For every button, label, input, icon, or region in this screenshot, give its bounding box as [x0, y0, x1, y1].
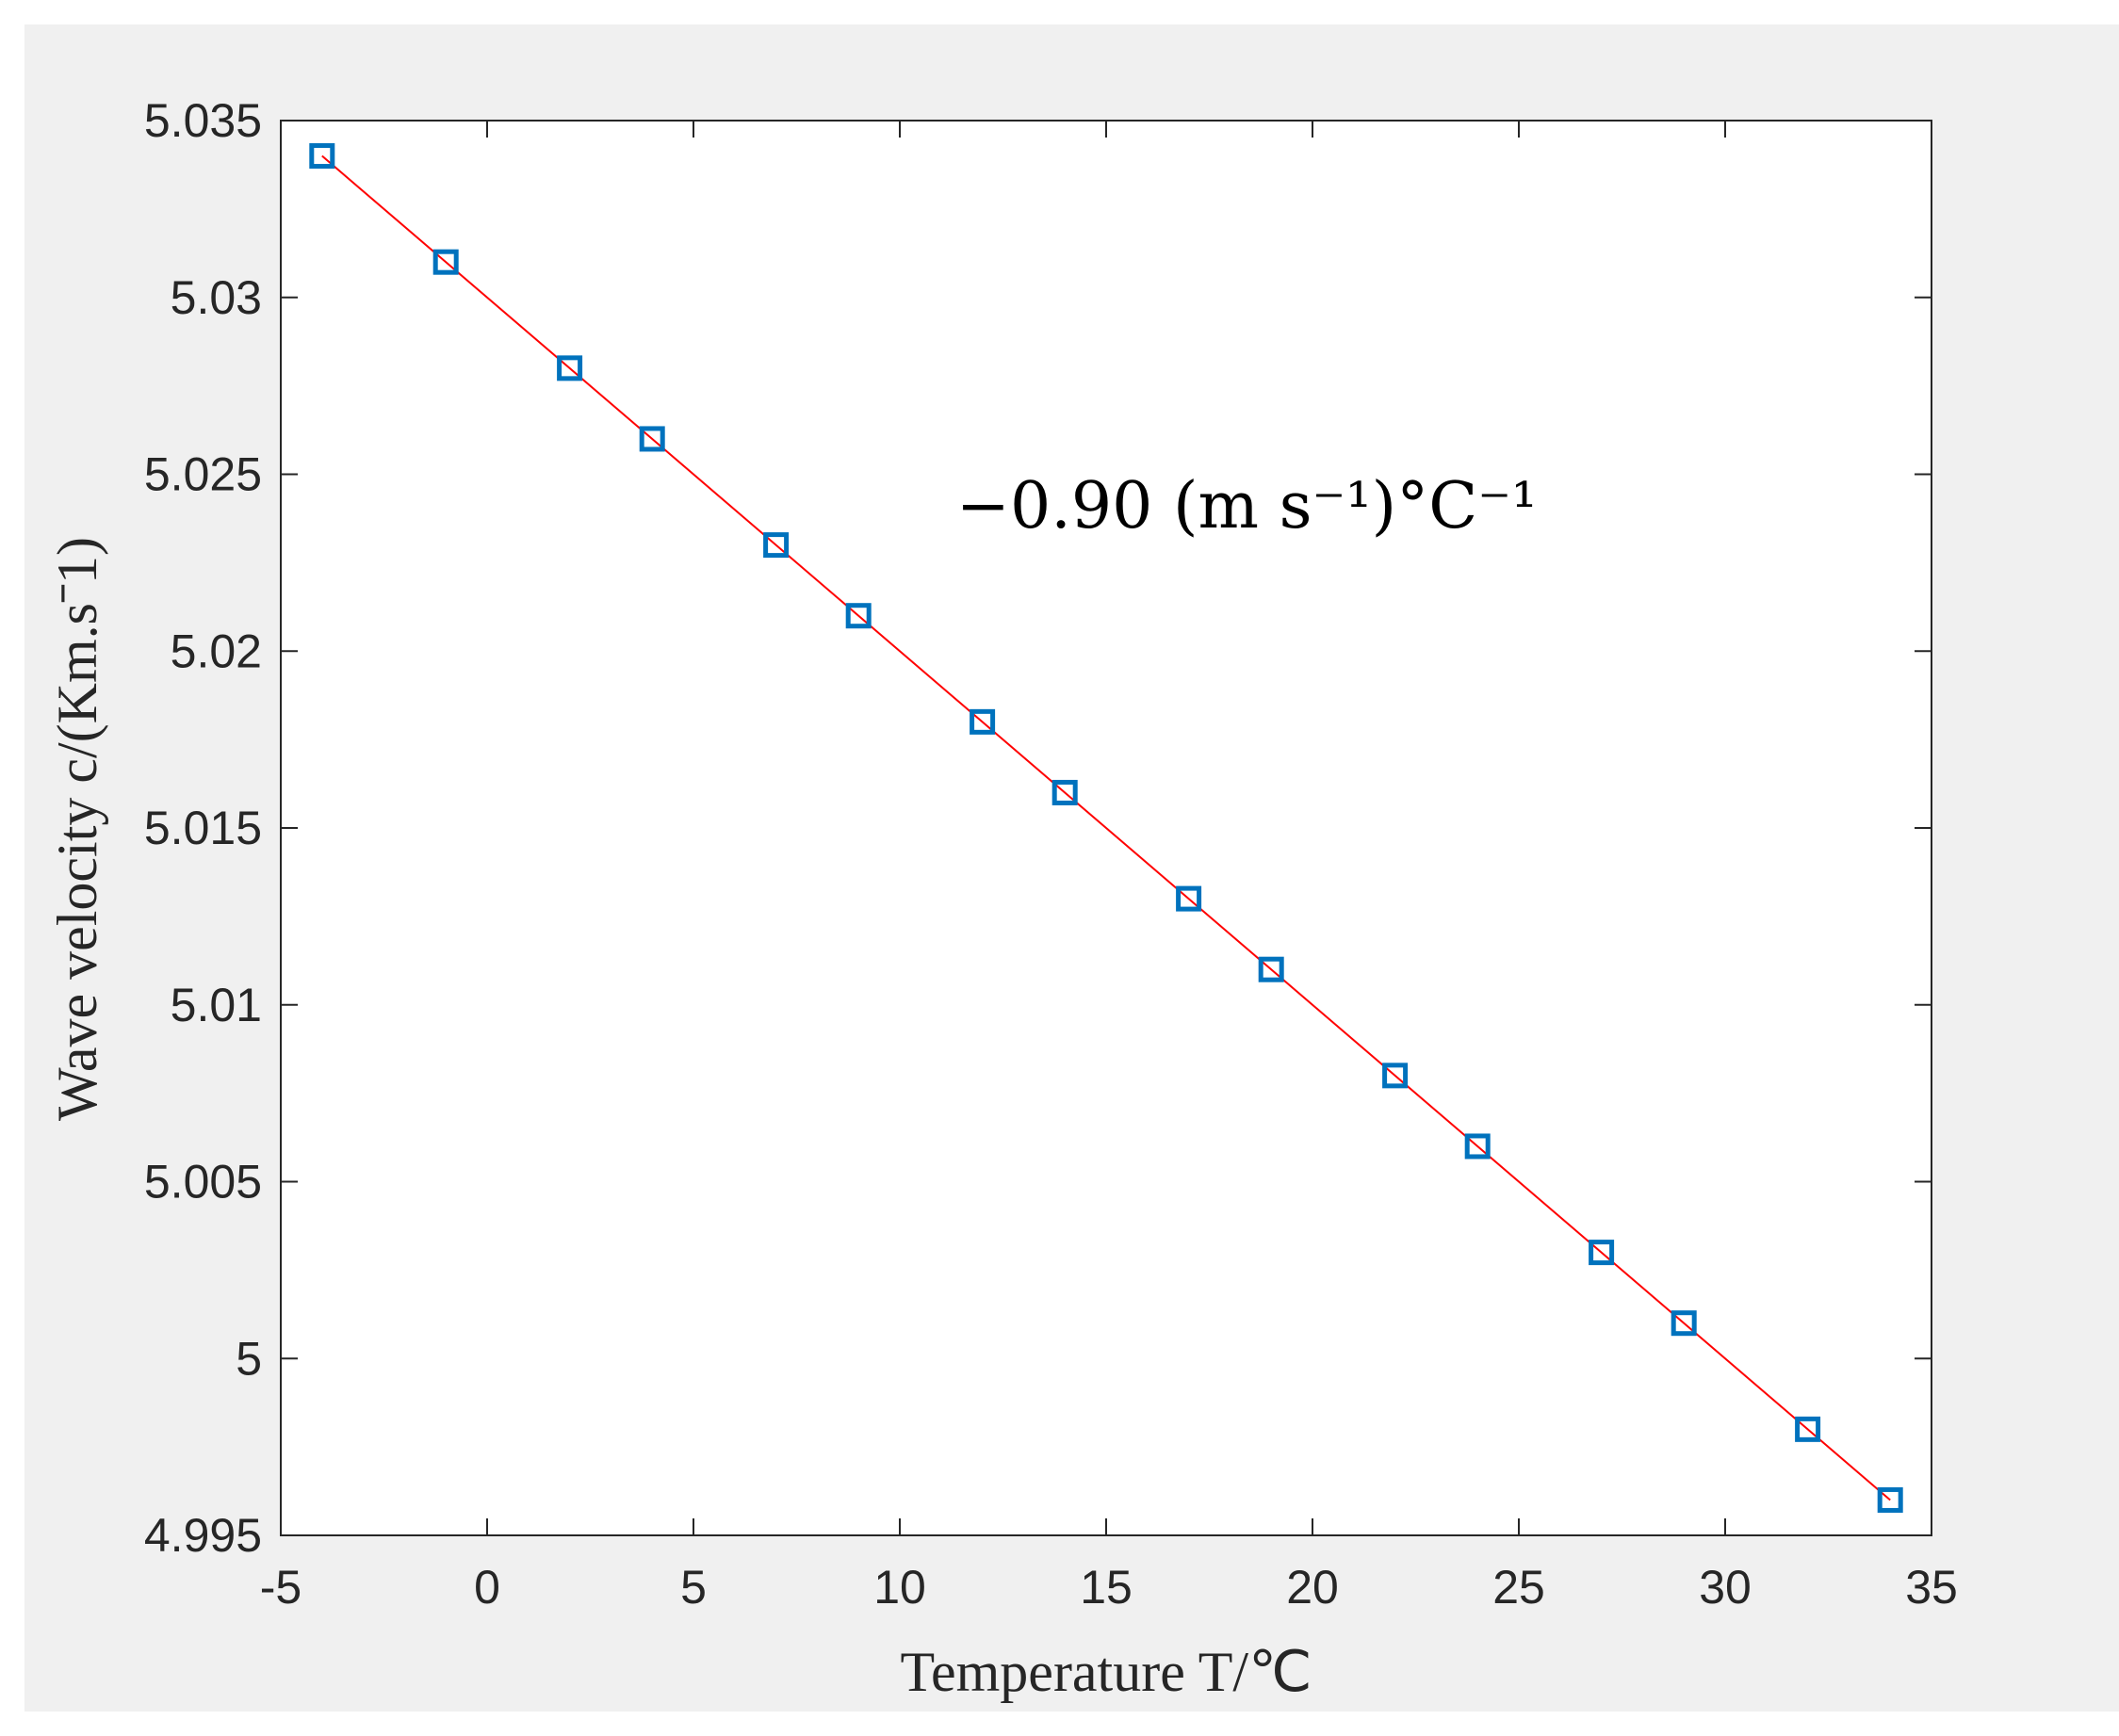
data-point-marker [1382, 1063, 1409, 1089]
data-point-marker [432, 249, 459, 275]
data-point-marker [1051, 779, 1078, 805]
y-tick-label: 5 [236, 1332, 262, 1385]
x-tick-labels: -5 0 5 10 15 20 25 30 35 [260, 1561, 1958, 1614]
data-point-marker [845, 603, 872, 629]
y-tick-label: 5.03 [171, 271, 262, 324]
data-point-marker [1877, 1486, 1903, 1513]
x-tick-label: 25 [1492, 1561, 1545, 1614]
x-tick-label: -5 [260, 1561, 302, 1614]
x-tick-label: 15 [1080, 1561, 1133, 1614]
y-tick-label: 4.995 [144, 1509, 262, 1562]
x-tick-label: 30 [1699, 1561, 1752, 1614]
y-axis-title: Wave velocity c/(Km.sˉ1) [46, 537, 108, 1121]
data-point-marker [557, 355, 583, 381]
data-point-marker [763, 532, 790, 559]
data-point-marker [1589, 1240, 1615, 1266]
data-point-marker [309, 143, 335, 170]
x-tick-label: 20 [1286, 1561, 1339, 1614]
y-tick-label: 5.025 [144, 448, 262, 501]
y-tick-label: 5.015 [144, 802, 262, 854]
x-tick-label: 35 [1905, 1561, 1958, 1614]
y-tick-label: 5.01 [171, 979, 262, 1031]
axis-ticks [280, 120, 1932, 1536]
data-point-marker [970, 708, 996, 735]
fit-line-layer [321, 154, 1891, 1501]
data-point-marker [1671, 1310, 1697, 1337]
y-tick-label: 5.035 [144, 94, 262, 147]
y-tick-label: 5.005 [144, 1156, 262, 1209]
y-tick-label: 5.02 [171, 625, 262, 677]
data-markers [309, 143, 1903, 1513]
slope-annotation: −0.90 (m s⁻¹)°C⁻¹ [956, 469, 1537, 544]
data-point-marker [1258, 956, 1284, 982]
data-point-marker [1176, 885, 1202, 912]
data-point-marker [639, 426, 665, 452]
data-point-marker [1464, 1133, 1491, 1160]
linear-fit-line [321, 154, 1891, 1501]
y-tick-labels: 4.995 5 5.005 5.01 5.015 5.02 5.025 5.03 5.035 [144, 94, 262, 1562]
x-tick-label: 0 [474, 1561, 500, 1614]
x-axis-title: Temperature T/℃ [901, 1641, 1312, 1703]
x-tick-label: 5 [680, 1561, 707, 1614]
data-point-marker [1795, 1416, 1821, 1442]
x-tick-label: 10 [873, 1561, 926, 1614]
